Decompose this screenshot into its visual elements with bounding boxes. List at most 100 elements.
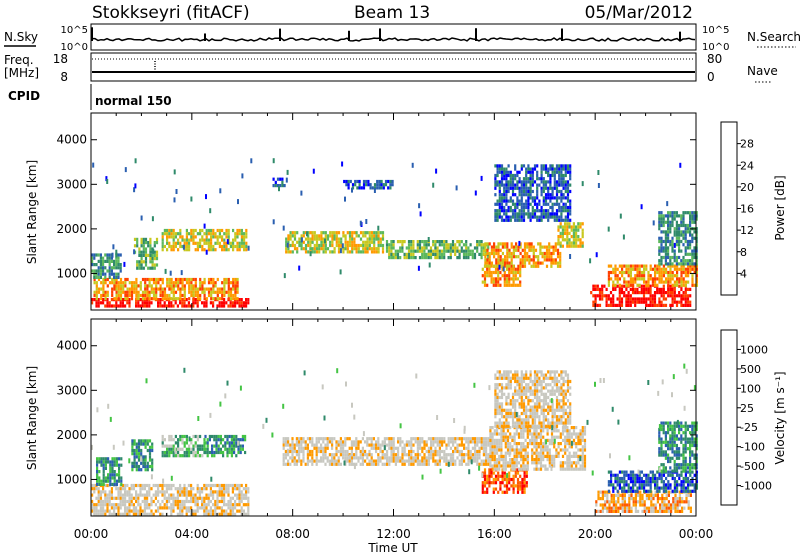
range-gate-cell	[132, 483, 135, 488]
range-gate-cell	[342, 231, 345, 235]
range-gate-cell	[135, 284, 138, 288]
range-gate-cell	[236, 244, 239, 249]
range-gate-cell	[427, 243, 430, 247]
range-gate-cell	[199, 297, 202, 301]
range-gate-cell	[179, 287, 182, 291]
range-gate-cell	[368, 462, 371, 466]
range-gate-cell	[474, 449, 477, 454]
range-gate-cell	[489, 464, 492, 468]
range-gate-cell	[454, 252, 457, 256]
range-gate-cell	[196, 483, 199, 488]
nsky-label: N.Sky	[4, 30, 38, 44]
range-gate-cell	[524, 467, 527, 471]
range-gate-cell	[234, 277, 237, 282]
range-gate-cell	[513, 454, 516, 458]
range-gate-cell	[172, 232, 175, 236]
range-gate-cell	[229, 512, 232, 516]
range-gate-cell	[192, 499, 195, 504]
range-gate-cell	[170, 496, 173, 500]
range-gate-cell	[161, 493, 164, 497]
range-gate-cell	[216, 293, 219, 298]
range-gate-cell	[366, 240, 369, 244]
range-gate-cell	[136, 266, 139, 270]
scatter-echo	[622, 234, 625, 240]
range-gate-cell	[547, 215, 550, 219]
range-gate-cell	[233, 444, 236, 448]
range-gate-cell	[190, 232, 193, 236]
range-gate-cell	[671, 220, 674, 224]
range-gate-cell	[684, 267, 687, 271]
range-gate-cell	[203, 241, 206, 245]
range-gate-cell	[155, 257, 159, 261]
range-gate-cell	[522, 193, 526, 197]
range-gate-cell	[536, 202, 539, 206]
range-gate-cell	[693, 283, 696, 287]
range-gate-cell	[523, 471, 526, 475]
range-gate-cell	[656, 264, 659, 268]
range-gate-cell	[174, 281, 178, 285]
range-gate-cell	[634, 297, 637, 301]
range-gate-cell	[357, 250, 360, 254]
range-gate-cell	[108, 253, 111, 257]
range-gate-cell	[108, 259, 111, 263]
range-gate-cell	[607, 283, 610, 287]
range-gate-cell	[629, 303, 632, 307]
range-gate-cell	[234, 304, 237, 308]
range-gate-cell	[328, 459, 331, 463]
range-gate-cell	[192, 284, 195, 288]
range-gate-cell	[562, 218, 565, 222]
range-gate-cell	[102, 506, 105, 510]
range-gate-cell	[662, 297, 665, 301]
range-gate-cell	[695, 262, 698, 266]
range-gate-cell	[423, 443, 426, 447]
range-gate-cell	[117, 304, 120, 308]
range-gate-cell	[547, 212, 550, 216]
range-gate-cell	[149, 244, 152, 248]
range-gate-cell	[553, 212, 556, 216]
range-gate-cell	[514, 173, 517, 178]
range-gate-cell	[647, 274, 650, 278]
range-gate-cell	[225, 290, 228, 294]
range-gate-cell	[234, 244, 237, 249]
range-gate-cell	[311, 449, 314, 454]
range-gate-cell	[678, 227, 681, 231]
range-gate-cell	[566, 167, 570, 171]
range-gate-cell	[326, 440, 329, 444]
range-gate-cell	[669, 227, 672, 231]
range-gate-cell	[93, 253, 96, 257]
range-gate-cell	[549, 199, 552, 203]
range-gate-cell	[367, 179, 370, 184]
range-gate-cell	[658, 262, 661, 266]
range-gate-cell	[168, 244, 171, 249]
range-gate-cell	[432, 449, 435, 454]
range-gate-cell	[505, 274, 509, 278]
range-gate-cell	[206, 438, 209, 442]
range-gate-cell	[686, 259, 689, 263]
range-gate-cell	[161, 304, 164, 308]
range-gate-cell	[146, 284, 149, 288]
range-gate-cell	[427, 437, 430, 441]
range-gate-cell	[203, 232, 206, 236]
range-gate-cell	[176, 512, 179, 516]
range-gate-cell	[678, 243, 681, 247]
range-gate-cell	[517, 435, 521, 439]
range-gate-cell	[647, 283, 650, 287]
range-gate-cell	[97, 304, 100, 308]
range-gate-cell	[232, 281, 235, 285]
range-gate-cell	[210, 241, 213, 245]
range-gate-cell	[550, 258, 553, 262]
range-gate-cell	[97, 487, 100, 491]
range-gate-cell	[654, 277, 657, 281]
range-gate-cell	[493, 248, 496, 252]
range-gate-cell	[510, 261, 513, 265]
range-gate-cell	[566, 196, 570, 200]
range-gate-cell	[315, 446, 318, 450]
range-gate-cell	[177, 248, 180, 252]
range-gate-cell	[242, 304, 245, 308]
range-gate-cell	[503, 264, 506, 268]
range-gate-cell	[208, 450, 211, 455]
range-gate-cell	[203, 281, 206, 285]
range-gate-cell	[494, 283, 498, 287]
range-gate-cell	[557, 442, 560, 446]
range-gate-cell	[124, 509, 127, 513]
